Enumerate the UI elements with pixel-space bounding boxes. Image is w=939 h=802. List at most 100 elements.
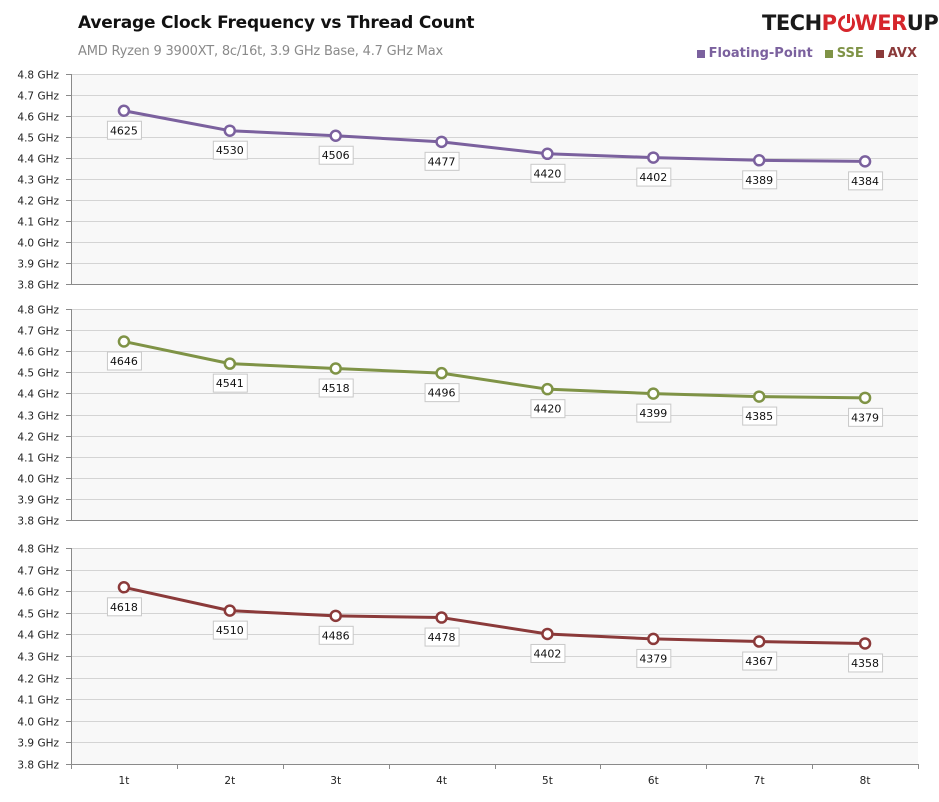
x-tick-label: 5t: [542, 775, 553, 787]
y-tick-label: 3.8 GHz: [17, 516, 59, 528]
data-point: [858, 391, 872, 405]
data-point: [329, 362, 342, 375]
chart-title: Average Clock Frequency vs Thread Count: [78, 13, 475, 33]
data-point: [541, 382, 554, 396]
y-tick-label: 4.8 GHz: [17, 305, 59, 317]
data-label-box: [636, 403, 672, 423]
y-tick-label: 4.7 GHz: [17, 326, 59, 338]
y-tick-label: 4.0 GHz: [17, 238, 59, 250]
data-label-box: [106, 120, 142, 140]
data-point: [541, 147, 554, 161]
y-tick-label: 4.2 GHz: [17, 674, 59, 686]
data-label-box: [212, 140, 248, 160]
data-label-box: [742, 170, 778, 190]
y-tick-label: 3.8 GHz: [17, 760, 59, 772]
data-label-box: [424, 627, 460, 647]
y-tick-label: 4.5 GHz: [17, 609, 59, 621]
data-label: 4618: [110, 601, 138, 614]
data-label-box: [742, 406, 778, 426]
data-label: 4399: [639, 407, 667, 420]
legend-swatch-avx: [875, 49, 884, 58]
y-tick-label: 4.3 GHz: [17, 411, 59, 423]
data-label-box: [848, 171, 884, 191]
data-point: [117, 104, 131, 117]
data-label: 4402: [639, 171, 667, 184]
data-label-box: [106, 597, 142, 617]
logo-text-wer: WER: [854, 11, 908, 35]
legend-item-floating-point: Floating-Point: [696, 46, 813, 61]
data-point: [223, 357, 237, 370]
data-label: 4506: [322, 149, 350, 162]
data-label-box: [424, 383, 460, 403]
x-tick-label: 7t: [754, 775, 765, 787]
y-tick-label: 4.0 GHz: [17, 474, 59, 486]
series-line-sse: [123, 340, 866, 400]
data-label: 4385: [745, 410, 773, 423]
data-label: 4646: [110, 355, 138, 368]
data-point: [329, 129, 342, 142]
legend: Floating-Point SSE AVX: [696, 46, 917, 61]
data-point: [117, 581, 131, 594]
data-label-box: [424, 151, 460, 171]
data-label: 4420: [533, 167, 561, 180]
y-tick-label: 3.8 GHz: [17, 280, 59, 292]
y-tick-label: 4.1 GHz: [17, 217, 59, 229]
y-tick-label: 3.9 GHz: [17, 259, 59, 271]
data-point: [435, 611, 448, 624]
data-label: 4518: [322, 382, 350, 395]
y-tick-label: 4.3 GHz: [17, 175, 59, 187]
y-tick-label: 3.9 GHz: [17, 738, 59, 750]
y-tick-label: 4.3 GHz: [17, 652, 59, 664]
y-tick-label: 4.2 GHz: [17, 432, 59, 444]
legend-label-sse: SSE: [836, 46, 864, 61]
legend-label-floating-point: Floating-Point: [708, 46, 813, 61]
y-tick-label: 4.4 GHz: [17, 630, 59, 642]
data-label-box: [636, 648, 672, 668]
data-point: [541, 627, 554, 641]
data-point: [435, 135, 448, 149]
data-point: [223, 124, 237, 137]
techpowerup-logo: TECH P WER UP: [762, 11, 939, 35]
y-tick-label: 4.7 GHz: [17, 566, 59, 578]
series-line-avx: [123, 585, 866, 645]
data-label-box: [530, 643, 566, 663]
y-tick-label: 4.7 GHz: [17, 91, 59, 103]
data-label-box: [318, 145, 354, 165]
data-label: 4541: [216, 377, 244, 390]
chart-subtitle: AMD Ryzen 9 3900XT, 8c/16t, 3.9 GHz Base…: [78, 44, 443, 59]
data-label-box: [636, 167, 672, 187]
y-tick-label: 4.8 GHz: [17, 70, 59, 82]
power-icon: [837, 13, 855, 32]
data-label: 4486: [322, 629, 350, 642]
logo-text-p: P: [821, 11, 837, 35]
data-label-box: [530, 163, 566, 183]
data-label: 4379: [851, 411, 879, 424]
data-label: 4510: [216, 624, 244, 637]
x-tick-label: 6t: [648, 775, 659, 787]
data-label: 4389: [745, 174, 773, 187]
legend-swatch-floating-point: [696, 49, 705, 58]
data-label: 4379: [639, 652, 667, 665]
data-point: [858, 637, 872, 650]
x-tick-label: 1t: [119, 775, 130, 787]
data-point: [647, 151, 660, 164]
data-label: 4420: [533, 403, 561, 416]
data-label-box: [318, 625, 354, 645]
y-tick-label: 4.5 GHz: [17, 368, 59, 380]
data-label: 4358: [851, 657, 879, 670]
legend-label-avx: AVX: [887, 46, 917, 61]
data-label-box: [212, 373, 248, 393]
y-tick-label: 3.9 GHz: [17, 495, 59, 507]
y-tick-label: 4.6 GHz: [17, 587, 59, 599]
x-tick-label: 8t: [860, 775, 871, 787]
y-tick-label: 4.6 GHz: [17, 112, 59, 124]
data-label: 4367: [745, 655, 773, 668]
data-label-box: [848, 407, 884, 427]
x-tick-label: 4t: [436, 775, 447, 787]
y-tick-label: 4.0 GHz: [17, 717, 59, 729]
data-label: 4402: [533, 647, 561, 660]
data-label-box: [106, 351, 142, 371]
data-point: [752, 635, 766, 648]
data-label: 4478: [428, 631, 456, 644]
